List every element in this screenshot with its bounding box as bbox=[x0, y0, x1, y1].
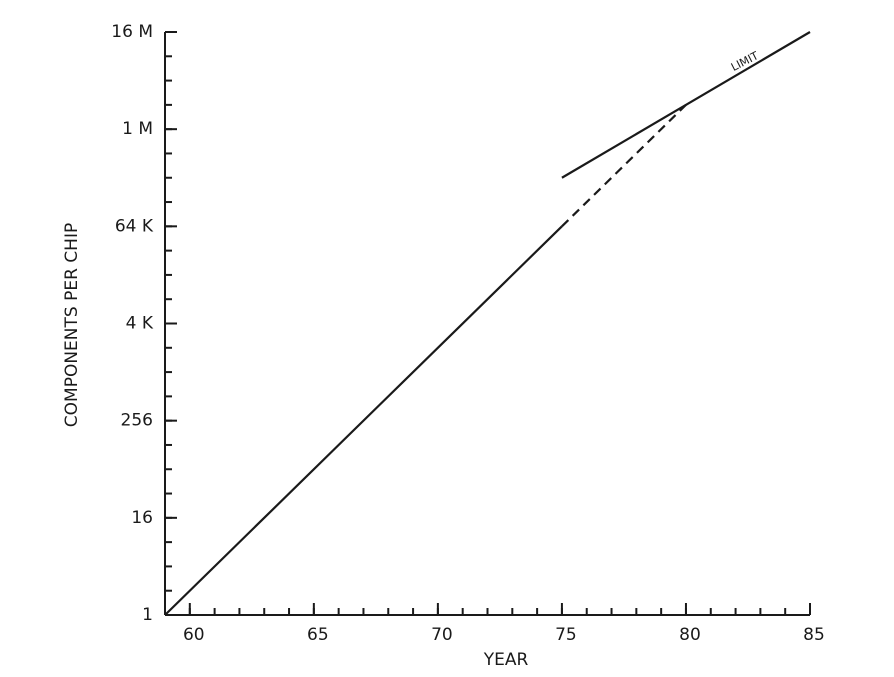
x-tick-label: 75 bbox=[555, 625, 577, 645]
y-tick-label: 1 M bbox=[122, 119, 153, 139]
y-tick-label: 4 K bbox=[126, 314, 154, 334]
y-tick-label: 256 bbox=[121, 411, 153, 431]
x-tick-label: 65 bbox=[307, 625, 329, 645]
x-axis-label: YEAR bbox=[483, 650, 529, 670]
y-tick-label: 1 bbox=[142, 605, 153, 625]
y-tick-label: 16 M bbox=[111, 22, 153, 42]
y-tick-label: 64 K bbox=[115, 216, 154, 236]
x-tick-label: 70 bbox=[431, 625, 453, 645]
line-series bbox=[164, 225, 563, 616]
x-tick-label: 60 bbox=[183, 625, 205, 645]
line-series bbox=[561, 31, 811, 179]
y-tick-label: 16 bbox=[131, 508, 153, 528]
y-axis-label: COMPONENTS PER CHIP bbox=[62, 223, 82, 427]
x-tick-label: 80 bbox=[679, 625, 701, 645]
x-tick-label: 85 bbox=[803, 625, 825, 645]
